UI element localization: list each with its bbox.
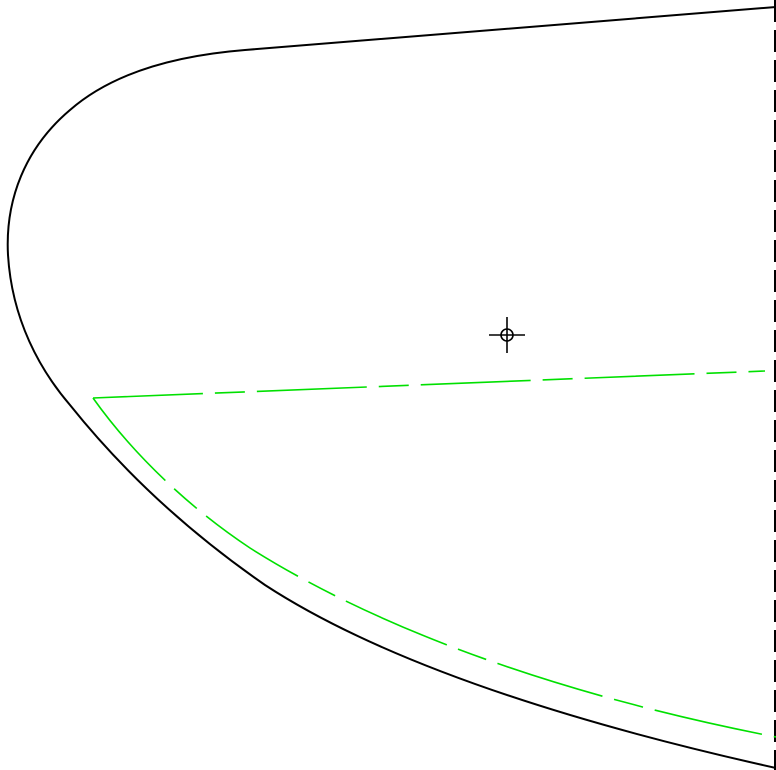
center-crosshair-icon: [489, 317, 525, 353]
outer-boundary-curve: [6, 6, 776, 769]
inner-region-bottom-edge: [92, 397, 776, 738]
inner-region-top-edge: [92, 370, 766, 399]
crosshair-ring: [500, 328, 514, 342]
